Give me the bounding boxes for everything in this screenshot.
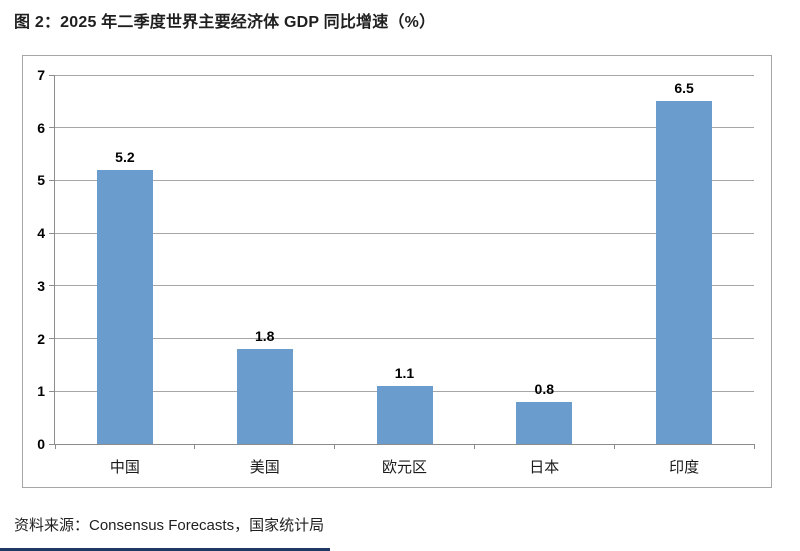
bar-日本 [516,401,573,444]
y-axis-label-5: 5 [37,172,45,189]
footer-rule [0,548,330,551]
y-axis-label-0: 0 [37,436,45,452]
x-axis-tick-5 [753,444,755,449]
gridline-5 [55,179,754,181]
y-axis-tick-1 [49,390,55,392]
y-axis-tick-6 [49,127,55,129]
gridline-6 [55,127,754,129]
y-axis-tick-5 [49,179,55,181]
gridline-3 [55,285,754,287]
gridline-2 [55,338,754,340]
y-axis-label-4: 4 [37,225,45,242]
plot-area: 0 1 2 3 4 5 6 7 5.2 中国 1.8 美国 1.1 欧元区 0.8 日本 6.5 印度 [37,67,755,476]
figure-title: 图 2：2025 年二季度世界主要经济体 GDP 同比增速（%） [14,14,436,31]
gridline-7 [55,74,754,76]
x-axis-tick-0 [54,444,56,449]
bar-value-label: 1.8 [254,328,275,345]
y-axis-label-1: 1 [37,383,45,400]
x-axis-label: 中国 [109,459,140,476]
y-axis-label-3: 3 [37,277,45,294]
chart-frame: 0 1 2 3 4 5 6 7 5.2 中国 1.8 美国 1.1 欧元区 0.8 日本 6.5 印度 [22,55,772,488]
y-axis-label-7: 7 [37,67,45,83]
y-axis-tick-7 [49,74,55,76]
y-axis-tick-3 [49,285,55,287]
bar-中国 [96,169,153,444]
bar-value-label: 6.5 [674,80,694,97]
bar-value-label: 5.2 [115,148,135,165]
x-axis-label: 日本 [529,459,560,476]
y-axis-tick-2 [49,338,55,340]
bar-印度 [656,101,713,444]
y-axis-label-6: 6 [37,119,45,136]
x-axis-tick-2 [334,444,336,449]
x-axis-tick-3 [473,444,475,449]
y-axis-label-2: 2 [37,330,45,347]
x-axis-label: 印度 [669,459,700,476]
source-note: 资料来源：Consensus Forecasts，国家统计局 [14,517,325,534]
x-axis-label: 美国 [249,459,280,476]
x-axis-tick-1 [194,444,196,449]
bar-value-label: 1.1 [394,365,415,382]
gridline-4 [55,232,754,234]
bar-美国 [236,349,293,444]
x-axis-label: 欧元区 [381,459,427,476]
bar-value-label: 0.8 [534,380,555,397]
bar-欧元区 [376,386,433,444]
x-axis-tick-4 [613,444,615,449]
y-axis-tick-0 [49,443,55,445]
y-axis-tick-4 [49,232,55,234]
